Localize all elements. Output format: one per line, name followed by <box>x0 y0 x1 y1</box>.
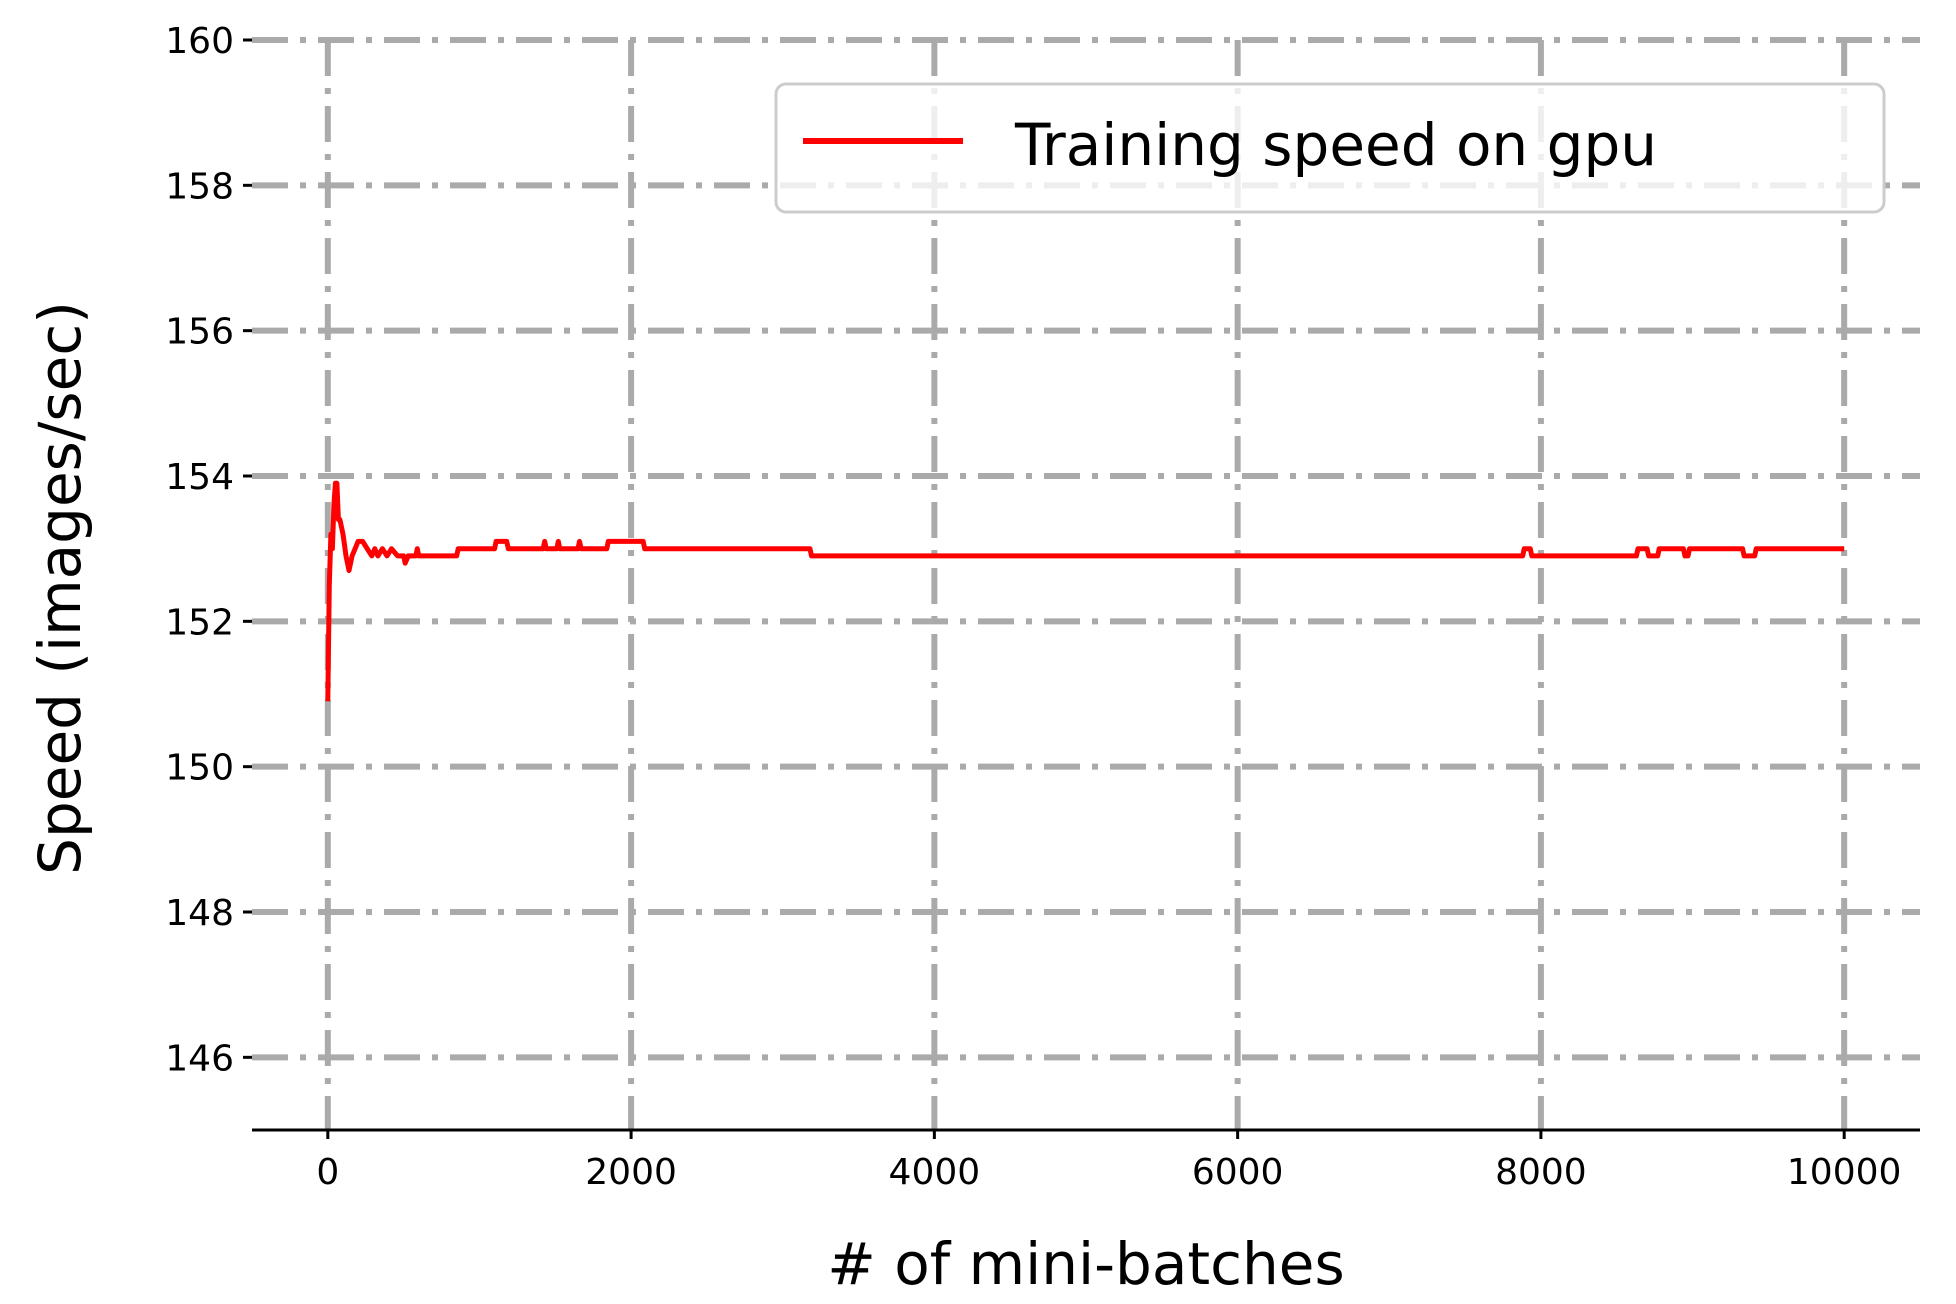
x-axis-title: # of mini-batches <box>827 1230 1344 1298</box>
series-layer <box>325 480 1845 702</box>
y-tick-label: 154 <box>165 457 234 498</box>
x-tick-label: 6000 <box>1192 1152 1284 1193</box>
y-axis-title: Speed (images/sec) <box>26 301 94 875</box>
y-tick-label: 150 <box>165 748 234 789</box>
x-tick-label: 2000 <box>585 1152 677 1193</box>
y-tick-label: 146 <box>165 1038 234 1079</box>
series-line <box>325 480 1845 702</box>
y-tick-label: 148 <box>165 893 234 934</box>
legend-label: Training speed on gpu <box>1014 111 1657 179</box>
legend: Training speed on gpu <box>774 82 1886 214</box>
x-tick-label: 8000 <box>1495 1152 1587 1193</box>
y-gridlines <box>252 37 1920 1061</box>
x-tick-label: 10000 <box>1787 1152 1902 1193</box>
x-tick-label: 4000 <box>889 1152 981 1193</box>
x-tick-label: 0 <box>316 1152 339 1193</box>
y-tick-label: 152 <box>165 602 234 643</box>
y-tick-label: 156 <box>165 312 234 353</box>
y-tick-label: 158 <box>165 166 234 207</box>
x-gridlines <box>324 40 1848 1130</box>
x-axis-ticks: 0 2000 4000 6000 8000 10000 <box>316 1130 1901 1193</box>
y-tick-label: 160 <box>165 21 234 62</box>
legend-box <box>774 82 1886 214</box>
y-axis-ticks: 146 148 150 152 154 156 158 160 <box>165 21 252 1079</box>
